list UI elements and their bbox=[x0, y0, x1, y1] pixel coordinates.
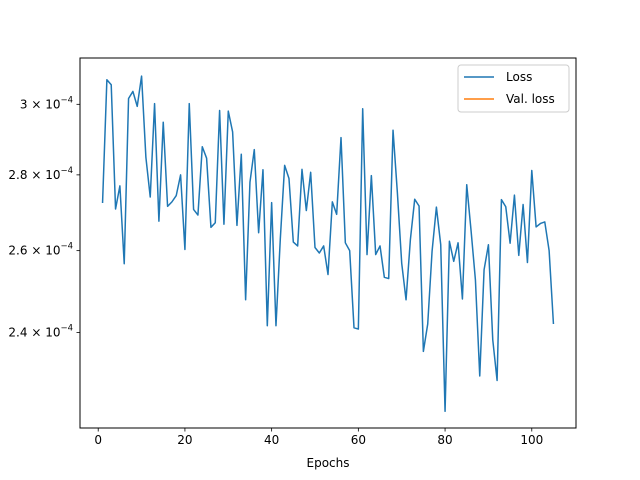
y-tick-label: 2.8 × 10−4 bbox=[8, 166, 73, 182]
y-tick-label: 2.6 × 10−4 bbox=[8, 242, 73, 258]
y-tick-label: 2.4 × 10−4 bbox=[8, 323, 73, 339]
plot-area bbox=[101, 75, 555, 413]
series-line-0 bbox=[101, 75, 555, 413]
x-tick-label: 60 bbox=[351, 433, 366, 447]
legend-label: Val. loss bbox=[506, 92, 555, 106]
axes-frame bbox=[79, 57, 577, 429]
x-tick-label: 0 bbox=[94, 433, 102, 447]
x-tick-label: 100 bbox=[520, 433, 543, 447]
x-tick-label: 80 bbox=[437, 433, 452, 447]
y-axis: 2.4 × 10−4 2.6 × 10−4 2.8 × 10−4 3 × 10−4 bbox=[8, 95, 80, 339]
legend: Loss Val. loss bbox=[457, 64, 570, 113]
x-tick-label: 20 bbox=[177, 433, 192, 447]
y-tick-label: 3 × 10−4 bbox=[20, 95, 73, 111]
x-axis: 0 20 40 60 80 100 bbox=[94, 428, 543, 447]
x-axis-label: Epochs bbox=[307, 456, 350, 470]
x-tick-label: 40 bbox=[264, 433, 279, 447]
legend-label: Loss bbox=[506, 70, 532, 84]
